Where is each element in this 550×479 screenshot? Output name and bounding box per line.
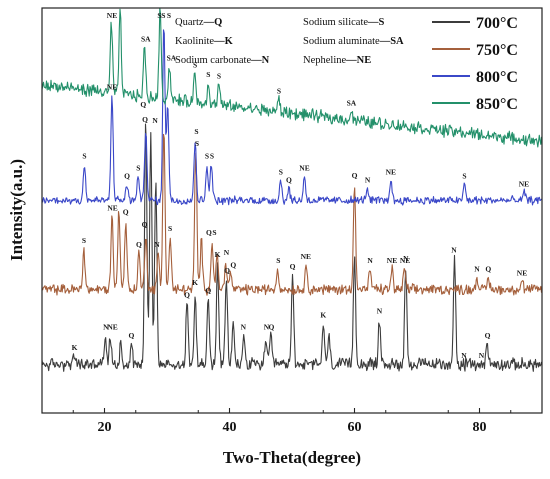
peak-label: N xyxy=(264,323,270,332)
peak-label: S xyxy=(276,256,280,265)
peak-label: S xyxy=(462,172,466,181)
series-traces xyxy=(41,7,543,372)
peak-label: N xyxy=(451,246,457,255)
phase-key-entry: Sodium carbonate—N xyxy=(175,55,270,66)
peak-label: N xyxy=(241,323,247,332)
phase-key-entry: Quartz—Q xyxy=(175,17,222,28)
x-tick-label: 80 xyxy=(473,420,487,435)
peak-label: Q xyxy=(184,290,190,299)
peak-label: S xyxy=(277,86,281,95)
peak-label: S xyxy=(161,11,165,20)
phase-key-entry: Nepheline—NE xyxy=(303,55,371,66)
x-tick-label: 60 xyxy=(348,420,362,435)
peak-label: Q xyxy=(290,262,296,271)
peak-label: S xyxy=(212,228,216,237)
peak-label: SA xyxy=(141,35,151,44)
peak-label: K xyxy=(215,250,221,259)
peak-label: S xyxy=(82,151,86,160)
peak-label: N xyxy=(154,240,160,249)
peak-label: NE xyxy=(107,11,117,20)
peak-label: S xyxy=(206,70,210,79)
peak-label: NE xyxy=(387,256,397,265)
legend-label: 850°C xyxy=(476,96,518,113)
phase-key-entry: Kaolinite—K xyxy=(175,36,234,47)
peak-label: N xyxy=(103,323,109,332)
series-line-1 xyxy=(41,123,543,372)
phase-key: Quartz—Q Kaolinite—K Sodium carbonate—N Sod… xyxy=(175,17,404,66)
x-axis-ticks: 20 40 60 80 xyxy=(72,408,512,435)
peak-label: S xyxy=(205,151,209,160)
x-tick-label: 40 xyxy=(223,420,237,435)
peak-label: S xyxy=(217,71,221,80)
peak-label: SA xyxy=(347,99,357,108)
peak-label: NE xyxy=(107,83,117,92)
peak-label: Q xyxy=(128,331,134,340)
y-axis-label: Intensity(a.u.) xyxy=(7,159,26,261)
legend-label: 800°C xyxy=(476,69,518,86)
peak-label: Q xyxy=(140,100,146,109)
peak-label: N xyxy=(479,351,485,360)
peak-label: N xyxy=(461,351,467,360)
peak-label: Q xyxy=(485,264,491,273)
peak-label: Q xyxy=(230,260,236,269)
plot-frame xyxy=(41,7,543,414)
peak-label: N xyxy=(403,254,409,263)
peak-label: N xyxy=(367,256,373,265)
peak-label: Q xyxy=(124,172,130,181)
peak-label: Q xyxy=(268,323,274,332)
peak-label: NE xyxy=(107,204,117,213)
peak-label: Q xyxy=(142,220,148,229)
peak-label: Q xyxy=(142,115,148,124)
legend: 700°C 750°C 800°C 850°C xyxy=(432,15,518,113)
peak-label: NE xyxy=(519,180,529,189)
peak-label: S xyxy=(168,224,172,233)
peak-label: S xyxy=(82,236,86,245)
peak-label: SA xyxy=(167,54,177,63)
peak-label: NE xyxy=(386,168,396,177)
peak-label: S xyxy=(157,11,161,20)
peak-label: S xyxy=(193,61,197,70)
peak-label: NE xyxy=(107,323,117,332)
peak-label: Q xyxy=(136,240,142,249)
peak-label: S xyxy=(136,164,140,173)
peak-label: N xyxy=(377,307,383,316)
legend-label: 700°C xyxy=(476,15,518,32)
peak-label: NE xyxy=(301,252,311,261)
peak-label: NE xyxy=(299,164,309,173)
peak-label: Q xyxy=(206,228,212,237)
peak-label: N xyxy=(365,176,371,185)
peak-label: Q xyxy=(352,171,358,180)
legend-label: 750°C xyxy=(476,42,518,59)
series-line-4 xyxy=(41,7,543,148)
phase-key-entry: Sodium silicate—S xyxy=(303,17,385,28)
peak-label: S xyxy=(279,168,283,177)
peak-label: S xyxy=(194,127,198,136)
peak-label: K xyxy=(72,343,78,352)
peak-label: Q xyxy=(224,266,230,275)
peak-label: N xyxy=(224,248,230,257)
peak-label: NE xyxy=(400,256,410,265)
series-line-2 xyxy=(41,133,543,296)
x-axis-label: Two-Theta(degree) xyxy=(223,448,361,467)
peak-label: Q xyxy=(123,208,129,217)
peak-label: Q xyxy=(286,176,292,185)
peak-label: Q xyxy=(485,331,491,340)
series-line-3 xyxy=(41,29,542,206)
x-tick-label: 20 xyxy=(98,420,112,435)
peak-label: K xyxy=(192,278,198,287)
peak-label: S xyxy=(195,139,199,148)
peak-label: N xyxy=(474,264,480,273)
peak-label: S xyxy=(167,11,171,20)
peak-label: Q xyxy=(205,286,211,295)
peak-label: N xyxy=(152,116,158,125)
peak-label: K xyxy=(320,311,326,320)
peak-label: NE xyxy=(517,268,527,277)
phase-key-entry: Sodium aluminate—SA xyxy=(303,36,404,47)
peak-label: S xyxy=(210,151,214,160)
